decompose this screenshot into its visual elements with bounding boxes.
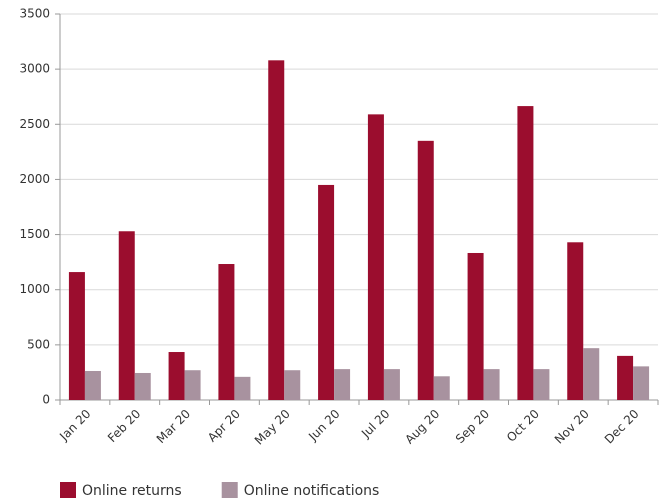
bar <box>633 366 650 400</box>
y-tick-label: 2500 <box>19 117 50 131</box>
bar <box>367 114 384 401</box>
bar <box>234 376 251 400</box>
bar <box>268 60 285 400</box>
x-tick-label: Aug 20 <box>402 407 442 447</box>
bar <box>168 352 185 400</box>
bar <box>284 370 301 400</box>
bar <box>417 140 434 401</box>
x-tick-label: Nov 20 <box>552 407 592 447</box>
legend-swatch <box>60 482 76 498</box>
bar <box>483 369 500 400</box>
legend-label: Online returns <box>82 483 182 499</box>
bar <box>517 106 534 401</box>
legend-label: Online notifications <box>244 483 380 499</box>
y-tick-label: 2000 <box>19 172 50 186</box>
y-tick-label: 1000 <box>19 282 50 296</box>
y-tick-label: 1500 <box>19 227 50 241</box>
bar <box>334 369 351 400</box>
x-tick-label: Jul 20 <box>358 407 392 441</box>
bar <box>134 372 151 400</box>
legend-swatch <box>221 482 238 498</box>
bar <box>533 369 550 400</box>
bar <box>567 242 584 400</box>
bar <box>184 370 201 400</box>
y-tick-label: 3500 <box>19 7 50 21</box>
x-tick-label: May 20 <box>252 407 293 448</box>
x-tick-label: Jun 20 <box>305 407 342 444</box>
bar <box>68 272 85 400</box>
x-tick-label: Sep 20 <box>453 407 492 446</box>
bar <box>617 355 634 400</box>
x-tick-label: Jan 20 <box>56 407 93 444</box>
x-tick-label: Mar 20 <box>154 407 193 446</box>
y-tick-label: 3000 <box>19 62 50 76</box>
bar <box>218 264 235 400</box>
bar <box>84 370 101 400</box>
x-tick-label: Oct 20 <box>504 407 542 445</box>
bar <box>383 369 400 400</box>
bar <box>433 376 450 400</box>
bar <box>583 348 600 400</box>
x-tick-label: Dec 20 <box>602 407 642 447</box>
x-tick-label: Apr 20 <box>205 407 243 445</box>
bar <box>118 231 135 400</box>
y-tick-label: 0 <box>42 393 50 407</box>
bar <box>318 184 335 400</box>
x-tick-label: Feb 20 <box>105 407 143 445</box>
bar <box>467 252 484 400</box>
y-tick-label: 500 <box>27 337 50 351</box>
